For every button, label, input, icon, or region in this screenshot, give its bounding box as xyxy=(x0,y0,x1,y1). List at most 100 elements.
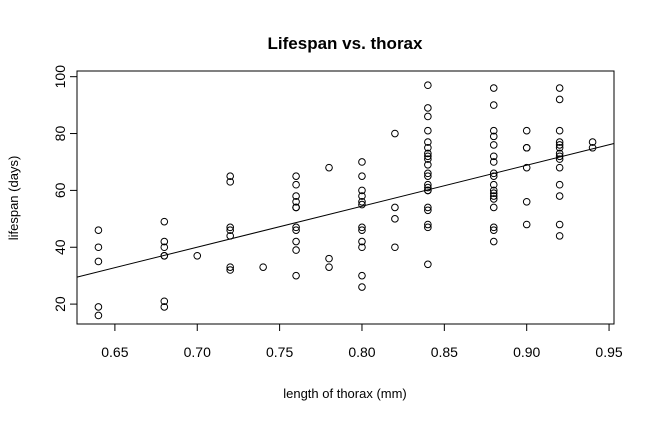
data-point xyxy=(489,237,498,246)
data-point xyxy=(489,195,498,203)
data-point xyxy=(292,223,300,232)
data-point xyxy=(555,180,564,189)
data-point xyxy=(555,84,564,92)
data-point xyxy=(489,186,498,195)
data-point xyxy=(358,172,366,180)
data-point xyxy=(424,206,432,215)
data-point xyxy=(522,126,531,135)
data-point xyxy=(489,152,498,161)
data-point xyxy=(424,104,432,112)
data-point xyxy=(555,141,564,149)
data-point xyxy=(424,260,432,269)
data-point xyxy=(325,163,333,172)
data-point xyxy=(555,232,564,240)
data-point xyxy=(292,197,300,206)
data-point xyxy=(160,297,169,306)
y-tick-label: 20 xyxy=(52,296,68,312)
data-point xyxy=(489,132,498,141)
data-point xyxy=(193,251,202,260)
data-point xyxy=(226,172,234,180)
data-point xyxy=(226,266,234,274)
data-point xyxy=(424,203,432,212)
x-tick-label: 0.75 xyxy=(266,344,293,360)
data-point xyxy=(292,192,300,200)
data-point xyxy=(424,183,432,192)
data-point xyxy=(358,158,366,166)
data-point xyxy=(424,155,432,163)
data-point xyxy=(292,237,300,246)
data-point xyxy=(555,126,564,135)
data-point xyxy=(489,226,498,234)
data-point xyxy=(94,226,103,234)
data-point xyxy=(522,143,531,152)
data-point xyxy=(424,126,432,135)
data-point xyxy=(489,84,498,92)
data-point xyxy=(424,112,432,121)
chart-title: Lifespan vs. thorax xyxy=(268,34,423,53)
data-point xyxy=(358,226,366,234)
data-point xyxy=(489,223,498,232)
data-point xyxy=(292,246,300,254)
data-point xyxy=(292,172,300,180)
data-point xyxy=(489,203,498,212)
data-point xyxy=(94,311,103,320)
data-point xyxy=(358,283,366,291)
data-point xyxy=(489,158,498,166)
data-point xyxy=(555,192,564,200)
data-point xyxy=(489,101,498,109)
data-point xyxy=(160,237,169,246)
data-point xyxy=(292,180,300,189)
plot-frame xyxy=(76,70,615,325)
data-point xyxy=(424,81,432,90)
data-points xyxy=(94,81,597,320)
data-point xyxy=(292,226,300,234)
data-point xyxy=(358,186,366,195)
data-point xyxy=(226,223,234,232)
data-point xyxy=(489,172,498,180)
data-point xyxy=(424,180,432,189)
regression-line xyxy=(76,143,615,278)
data-point xyxy=(358,271,366,280)
data-point xyxy=(358,243,366,252)
x-tick-label: 0.70 xyxy=(184,344,211,360)
data-point xyxy=(555,163,564,172)
y-tick-label: 40 xyxy=(52,239,68,255)
data-point xyxy=(489,189,498,198)
data-point xyxy=(489,141,498,149)
data-point xyxy=(325,263,333,271)
data-point xyxy=(358,237,366,246)
data-point xyxy=(94,303,103,311)
data-point xyxy=(489,126,498,135)
data-point xyxy=(424,152,432,161)
data-point xyxy=(489,180,498,189)
x-tick-label: 0.80 xyxy=(348,344,375,360)
data-point xyxy=(391,203,399,212)
data-point xyxy=(555,138,564,146)
x-axis-label: length of thorax (mm) xyxy=(283,386,407,401)
y-tick-label: 60 xyxy=(52,182,68,198)
data-point xyxy=(391,215,399,223)
x-tick-label: 0.95 xyxy=(595,344,622,360)
data-point xyxy=(160,303,169,311)
data-point xyxy=(160,243,169,252)
data-point xyxy=(94,243,103,252)
data-point xyxy=(522,197,531,206)
data-point xyxy=(424,220,432,229)
data-point xyxy=(522,163,531,172)
data-point xyxy=(555,95,564,104)
data-point xyxy=(424,172,432,180)
data-point xyxy=(292,271,300,280)
data-point xyxy=(489,192,498,200)
data-point xyxy=(555,155,564,163)
data-point xyxy=(226,226,234,234)
data-point xyxy=(489,169,498,178)
x-tick-label: 0.85 xyxy=(431,344,458,360)
data-point xyxy=(94,257,103,266)
data-point xyxy=(424,143,432,152)
data-point xyxy=(522,220,531,229)
data-point xyxy=(259,263,267,271)
data-point xyxy=(424,161,432,169)
data-point xyxy=(325,254,333,263)
data-point xyxy=(160,217,169,226)
